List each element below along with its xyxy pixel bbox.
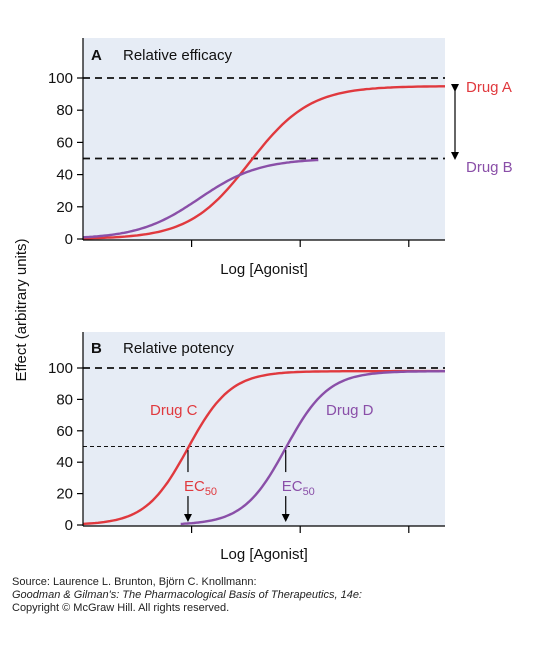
label-drug-d: Drug D <box>326 402 374 419</box>
legend-drug-b: Drug B <box>466 159 513 176</box>
source-line-1: Source: Laurence L. Brunton, Björn C. Kn… <box>12 576 257 588</box>
curve-drug-b <box>82 158 319 239</box>
panel-a-x-label: Log [Agonist] <box>220 261 308 278</box>
panel-a-curves <box>82 85 445 240</box>
y-tick-label: 80 <box>56 391 73 408</box>
ec50-label-bg <box>281 472 320 497</box>
legend-drug-a: Drug A <box>466 79 512 96</box>
source-line-3: Copyright © McGraw Hill. All rights rese… <box>12 602 230 614</box>
y-tick-label: 100 <box>48 70 73 87</box>
y-tick-label: 60 <box>56 423 73 440</box>
y-tick-label: 80 <box>56 102 73 119</box>
panel-b: B Relative potency 0 20 40 60 80 100 Log [Ago… <box>48 332 445 563</box>
panel-b-title: Relative potency <box>123 340 234 357</box>
panel-a-background <box>83 38 445 240</box>
panel-a-letter: A <box>91 47 102 64</box>
curve-drug-d <box>180 370 445 526</box>
ec50-markers: EC50 EC50 <box>183 450 320 522</box>
y-tick-label: 60 <box>56 134 73 151</box>
source-line-2: Goodman & Gilman's: The Pharmacological … <box>12 589 362 601</box>
y-tick-label: 20 <box>56 486 73 503</box>
label-drug-c: Drug C <box>150 402 198 419</box>
panel-b-ref-lines <box>83 367 445 447</box>
curve-drug-a <box>82 85 445 240</box>
y-tick-label: 20 <box>56 199 73 216</box>
panel-a-title: Relative efficacy <box>123 47 232 64</box>
y-tick-label: 40 <box>56 454 73 471</box>
panel-b-background <box>83 332 445 526</box>
panel-a: A Relative efficacy 0 20 40 60 80 100 Log [Ag… <box>48 38 513 278</box>
y-tick-label: 0 <box>65 517 73 534</box>
y-tick-label: 0 <box>65 231 73 248</box>
curve-drug-c <box>82 369 445 526</box>
panel-b-x-label: Log [Agonist] <box>220 546 308 563</box>
panel-b-ticks: 0 20 40 60 80 100 <box>48 360 410 534</box>
y-axis-label: Effect (arbitrary units) <box>13 238 30 381</box>
panel-b-curves <box>82 369 445 526</box>
y-tick-label: 40 <box>56 167 73 184</box>
ec50-label-bg <box>183 472 222 497</box>
y-tick-label: 100 <box>48 360 73 377</box>
panel-a-ticks: 0 20 40 60 80 100 <box>48 70 410 248</box>
panel-b-letter: B <box>91 340 102 357</box>
panel-a-ref-lines <box>83 77 445 160</box>
